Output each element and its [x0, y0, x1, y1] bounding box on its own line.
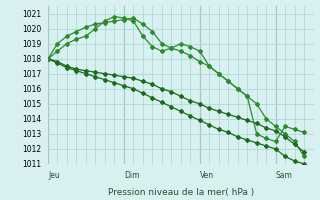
Text: Pression niveau de la mer( hPa ): Pression niveau de la mer( hPa ): [108, 188, 254, 197]
Text: Ven: Ven: [200, 171, 214, 180]
Text: Dim: Dim: [124, 171, 140, 180]
Text: Sam: Sam: [276, 171, 292, 180]
Text: Jeu: Jeu: [48, 171, 60, 180]
